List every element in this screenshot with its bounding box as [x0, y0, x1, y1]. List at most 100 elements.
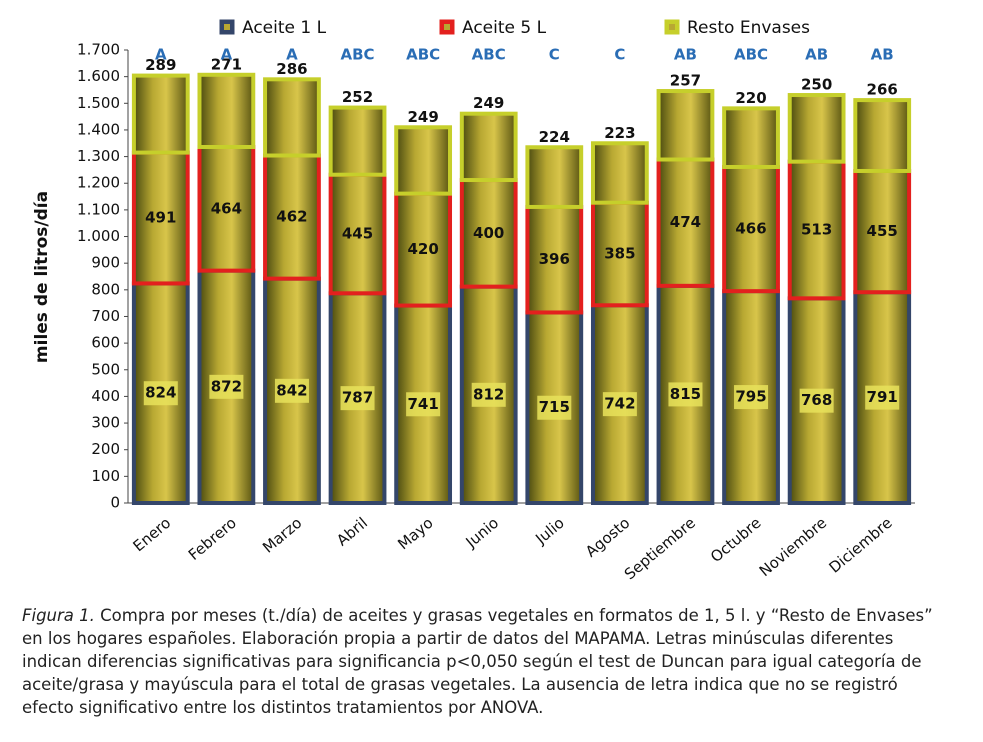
data-label: 715	[539, 398, 570, 416]
bar-segment	[656, 89, 715, 162]
label-highlight	[734, 385, 769, 410]
bar-segment	[722, 106, 780, 169]
significance-letter: A	[286, 46, 298, 64]
data-label: 812	[473, 385, 504, 403]
y-tick-label: 900	[91, 254, 120, 272]
bar-segment	[328, 172, 387, 296]
data-label: 474	[670, 213, 701, 231]
x-tick-label: Agosto	[582, 514, 633, 561]
bar-segment	[787, 93, 846, 164]
label-highlight	[406, 392, 441, 417]
data-label: 400	[473, 224, 504, 242]
data-label: 462	[276, 208, 307, 226]
data-label: 791	[867, 388, 898, 406]
data-label: 271	[211, 55, 242, 73]
y-tick-label: 1.400	[77, 120, 120, 138]
data-label: 289	[145, 56, 176, 74]
data-label: 445	[342, 224, 373, 242]
bar-segment	[459, 111, 518, 183]
data-label: 220	[735, 89, 766, 107]
label-highlight	[602, 392, 637, 417]
significance-letter: ABC	[341, 46, 375, 64]
y-tick-label: 0	[110, 494, 120, 512]
label-highlight	[274, 378, 309, 403]
x-tick-label: Junio	[462, 514, 503, 552]
legend-swatch-inner	[224, 24, 230, 30]
data-label: 824	[145, 384, 176, 402]
bar-segment	[590, 141, 649, 205]
data-label: 249	[473, 94, 504, 112]
data-label: 513	[801, 221, 832, 239]
y-axis-label: miles de litros/día	[32, 191, 52, 363]
data-label: 224	[539, 128, 570, 146]
data-label: 250	[801, 76, 832, 94]
y-tick-label: 1.100	[77, 200, 120, 218]
y-tick-label: 100	[91, 467, 120, 485]
data-label: 741	[407, 395, 438, 413]
significance-letter: AB	[805, 46, 828, 64]
significance-letter: ABC	[734, 46, 768, 64]
bar-segment	[722, 164, 780, 294]
significance-letter: AB	[871, 46, 894, 64]
y-tick-label: 200	[91, 440, 120, 458]
y-tick-label: 1.300	[77, 147, 120, 165]
data-label: 491	[145, 209, 176, 227]
x-tick-label: Marzo	[259, 514, 305, 557]
significance-letter: C	[549, 46, 560, 64]
data-label: 455	[867, 222, 898, 240]
bar-segment	[394, 125, 453, 196]
significance-letter: C	[614, 46, 625, 64]
label-highlight	[209, 374, 244, 399]
bar-segment	[853, 168, 912, 295]
data-label: 223	[604, 124, 635, 142]
x-tick-label: Febrero	[185, 514, 240, 564]
significance-letter: A	[221, 46, 233, 64]
legend-label: Resto Envases	[687, 18, 810, 38]
x-tick-label: Enero	[130, 514, 175, 556]
data-label: 466	[735, 220, 766, 238]
bar-segment	[197, 72, 256, 149]
data-label: 787	[342, 389, 373, 407]
data-label: 815	[670, 385, 701, 403]
chart: miles de litros/día 0 100 200 300 400 500 600 7…	[32, 18, 915, 584]
x-tick-label: Abril	[333, 514, 371, 550]
bar-segment	[328, 291, 387, 506]
caption-text: Compra por meses (t./día) de aceites y g…	[22, 606, 933, 717]
label-highlight	[537, 395, 572, 420]
x-tick-label: Septiembre	[621, 514, 699, 584]
data-label: 252	[342, 88, 373, 106]
label-highlight	[668, 382, 703, 407]
bar-segment	[656, 283, 715, 505]
data-label: 286	[276, 60, 307, 78]
data-label: 396	[539, 250, 570, 268]
data-label: 742	[604, 395, 635, 413]
caption: Figura 1. Compra por meses (t./día) de a…	[22, 604, 952, 719]
y-tick-label: 1.700	[77, 41, 120, 59]
y-tick-label: 1.200	[77, 174, 120, 192]
significance-letter: AB	[674, 46, 697, 64]
legend-label: Aceite 1 L	[242, 18, 327, 38]
x-tick-label: Mayo	[394, 514, 436, 554]
bar-segment	[131, 150, 190, 286]
label-highlight	[799, 388, 834, 413]
label-highlight	[471, 382, 506, 407]
y-tick-label: 1.000	[77, 227, 120, 245]
bar-segment	[853, 98, 912, 173]
bar-segment	[787, 159, 846, 301]
legend-swatch-inner	[669, 24, 675, 30]
x-tick-label: Octubre	[707, 514, 765, 566]
legend-swatch-inner	[444, 24, 450, 30]
significance-letter: A	[155, 46, 167, 64]
data-label: 257	[670, 72, 701, 90]
data-label: 842	[276, 381, 307, 399]
y-tick-label: 400	[91, 387, 120, 405]
y-tick-label: 1.500	[77, 94, 120, 112]
y-tick-label: 700	[91, 307, 120, 325]
y-tick-label: 500	[91, 360, 120, 378]
bar-segment	[328, 105, 387, 177]
x-tick-label: Julio	[531, 514, 567, 549]
data-label: 249	[407, 108, 438, 126]
data-label: 795	[735, 388, 766, 406]
data-label: 464	[211, 199, 242, 217]
